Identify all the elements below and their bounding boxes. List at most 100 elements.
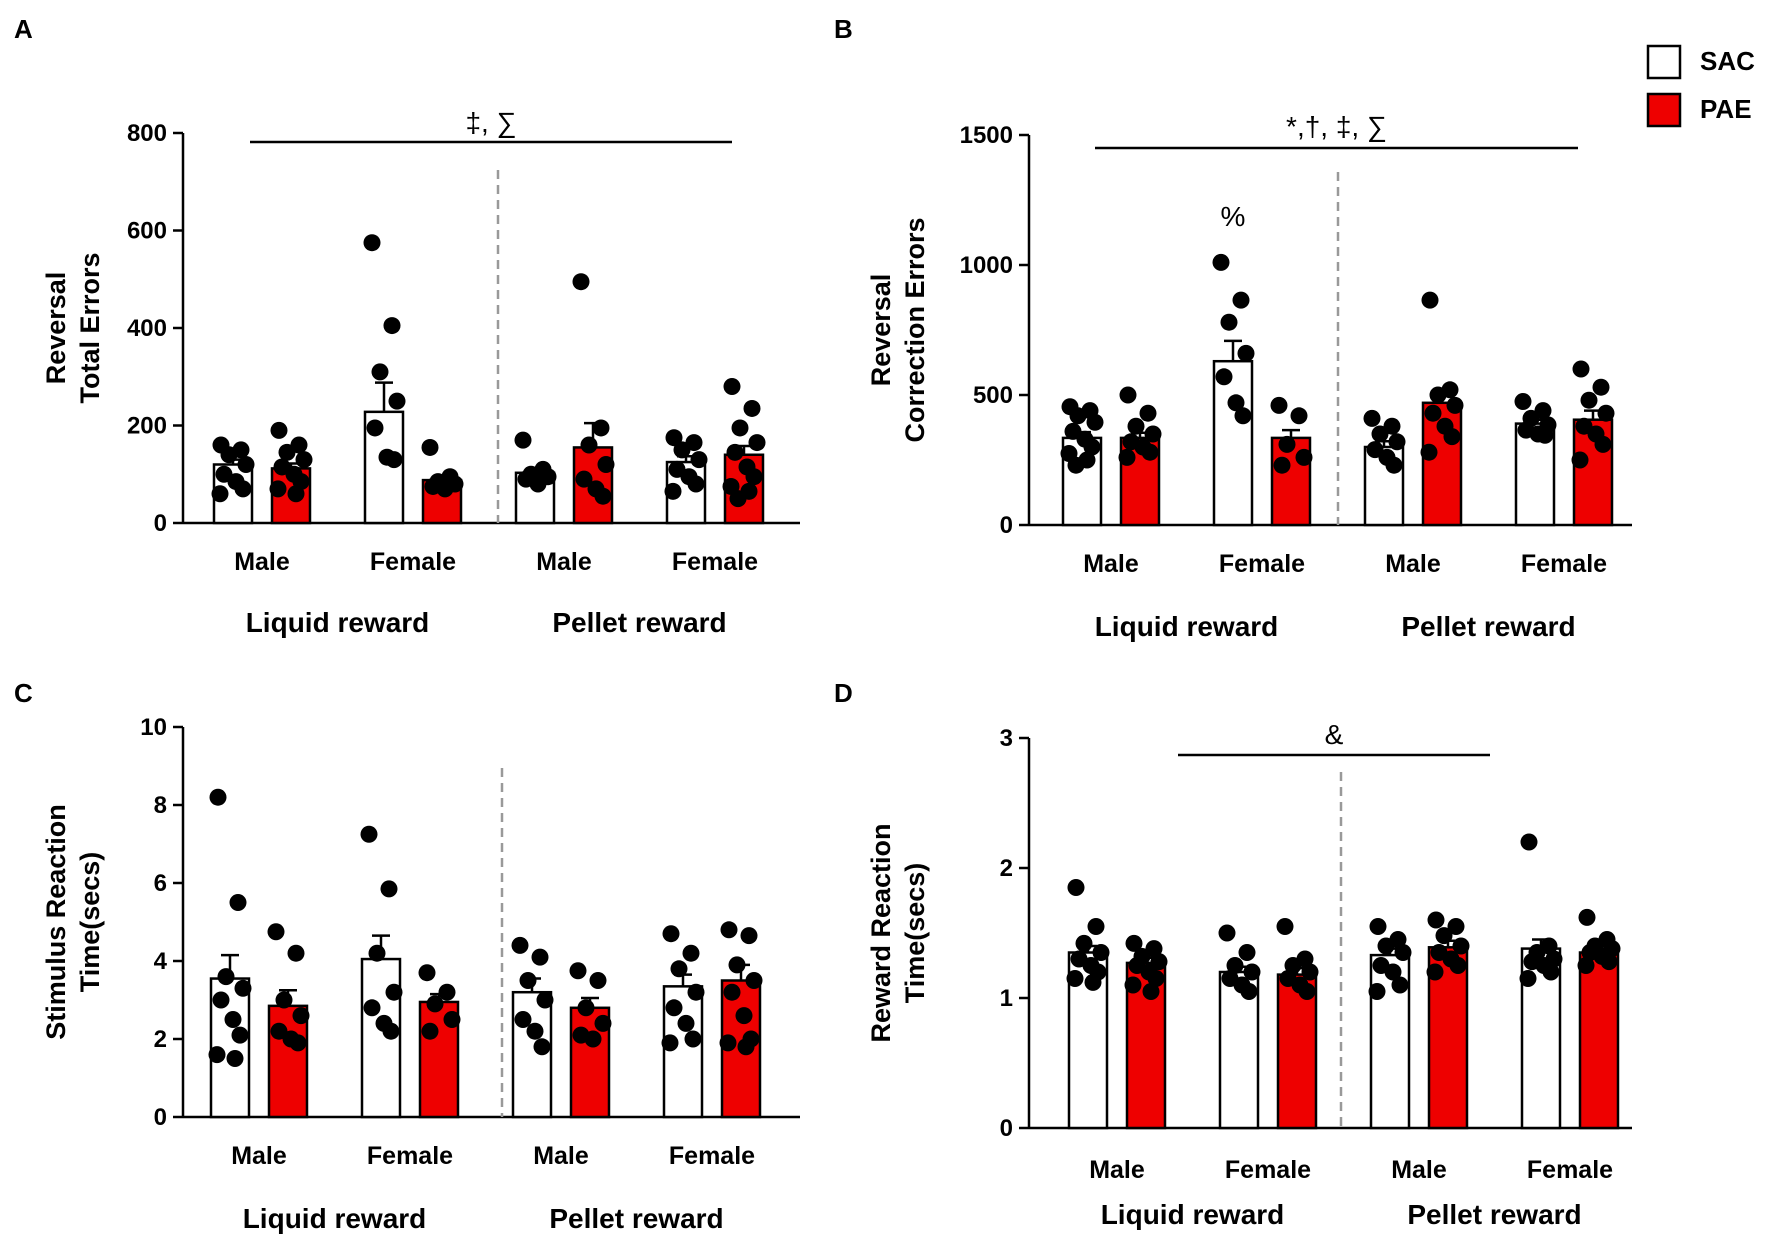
data-point xyxy=(270,1022,288,1040)
data-point xyxy=(1083,438,1101,456)
category-label: Male xyxy=(536,548,592,576)
y-tick-label: 2 xyxy=(1000,855,1013,882)
legend-label-sac: SAC xyxy=(1700,46,1755,76)
data-point xyxy=(665,999,683,1017)
data-point xyxy=(220,446,238,464)
data-point xyxy=(363,234,381,252)
data-point xyxy=(1232,291,1250,309)
category-label: Male xyxy=(1391,1156,1447,1184)
legend-swatch-pae xyxy=(1646,92,1682,128)
group-label: Pellet reward xyxy=(552,607,726,638)
data-point xyxy=(275,991,293,1009)
data-point xyxy=(385,451,403,469)
data-point xyxy=(723,378,741,395)
data-point xyxy=(665,429,683,447)
group-label: Liquid reward xyxy=(246,607,430,638)
y-tick-label: 600 xyxy=(127,218,167,245)
data-point xyxy=(575,470,593,488)
data-point xyxy=(1446,396,1464,414)
data-point xyxy=(1220,313,1238,331)
group-label: Pellet reward xyxy=(549,1203,723,1234)
group-label: Pellet reward xyxy=(1407,1199,1581,1230)
data-point xyxy=(723,983,741,1001)
data-point xyxy=(1237,344,1255,362)
data-point xyxy=(443,1011,461,1028)
data-point xyxy=(1147,970,1165,987)
group-label: Pellet reward xyxy=(1401,611,1575,642)
category-label: Female xyxy=(1219,550,1305,578)
y-tick-label: 4 xyxy=(154,948,168,975)
data-point xyxy=(1366,441,1384,459)
data-point xyxy=(577,999,595,1017)
panel-b: B 0 500 1000 1500 Reversal Correction Errors Ma… xyxy=(834,14,1632,642)
data-point xyxy=(1064,422,1082,440)
data-point xyxy=(597,456,615,473)
y-axis-title: Time(secs) xyxy=(900,863,930,1004)
data-point xyxy=(684,1030,702,1048)
data-point xyxy=(1377,937,1395,955)
category-label: Female xyxy=(1527,1156,1613,1184)
data-point xyxy=(385,983,403,1001)
data-point xyxy=(1066,970,1084,987)
category-label: Male xyxy=(1089,1156,1145,1184)
data-point xyxy=(1427,911,1445,929)
data-point xyxy=(1443,428,1461,446)
data-point xyxy=(217,968,235,986)
data-point xyxy=(237,456,255,473)
data-point xyxy=(677,1014,695,1032)
data-point xyxy=(673,441,691,459)
data-point xyxy=(436,480,454,498)
data-point xyxy=(1391,976,1409,994)
data-point xyxy=(278,443,296,461)
y-tick-label: 3 xyxy=(1000,725,1013,752)
category-label: Female xyxy=(672,548,758,576)
data-point xyxy=(536,991,554,1009)
data-point xyxy=(270,421,288,439)
data-point xyxy=(531,948,549,966)
group-label: Liquid reward xyxy=(1095,611,1279,642)
group-label: Liquid reward xyxy=(243,1203,427,1234)
panel-a: A 0 200 400 600 800 Reversal Total Errors Male Fe… xyxy=(14,14,800,638)
data-point xyxy=(529,475,547,493)
y-axis-title: Total Errors xyxy=(75,252,105,403)
legend-label-pae: PAE xyxy=(1700,94,1752,124)
data-point xyxy=(267,923,285,941)
data-point xyxy=(569,962,587,980)
data-point xyxy=(1597,404,1615,422)
data-point xyxy=(1218,924,1236,942)
data-point xyxy=(737,1038,755,1056)
data-point xyxy=(1429,386,1447,404)
y-tick-label: 2 xyxy=(154,1026,167,1053)
data-point xyxy=(1119,386,1137,404)
y-tick-label: 1 xyxy=(1000,985,1013,1012)
data-point xyxy=(231,1026,249,1044)
data-point xyxy=(726,443,744,461)
y-tick-label: 200 xyxy=(127,413,167,440)
data-point xyxy=(1145,940,1163,958)
data-point xyxy=(212,991,230,1009)
y-tick-label: 500 xyxy=(973,382,1013,409)
panel-label: B xyxy=(834,14,853,44)
significance-annotation: & xyxy=(1325,719,1344,750)
legend-swatch-sac xyxy=(1646,44,1682,80)
data-point xyxy=(421,1022,439,1040)
data-point xyxy=(234,979,252,997)
percent-annotation: % xyxy=(1221,201,1246,232)
data-point xyxy=(421,438,439,456)
data-point xyxy=(295,451,313,469)
data-point xyxy=(745,972,763,989)
data-point xyxy=(208,1046,226,1064)
data-point xyxy=(1270,396,1288,414)
data-point xyxy=(1212,253,1230,271)
data-point xyxy=(388,392,406,410)
data-point xyxy=(1227,394,1245,412)
data-point xyxy=(729,490,747,508)
data-point xyxy=(664,482,682,500)
data-point xyxy=(580,436,598,454)
data-point xyxy=(1069,407,1087,425)
data-point xyxy=(1284,957,1302,974)
data-point xyxy=(720,921,738,939)
data-point xyxy=(1368,983,1386,1000)
y-axis-title: Correction Errors xyxy=(900,217,930,442)
legend: SAC PAE xyxy=(1646,44,1755,128)
